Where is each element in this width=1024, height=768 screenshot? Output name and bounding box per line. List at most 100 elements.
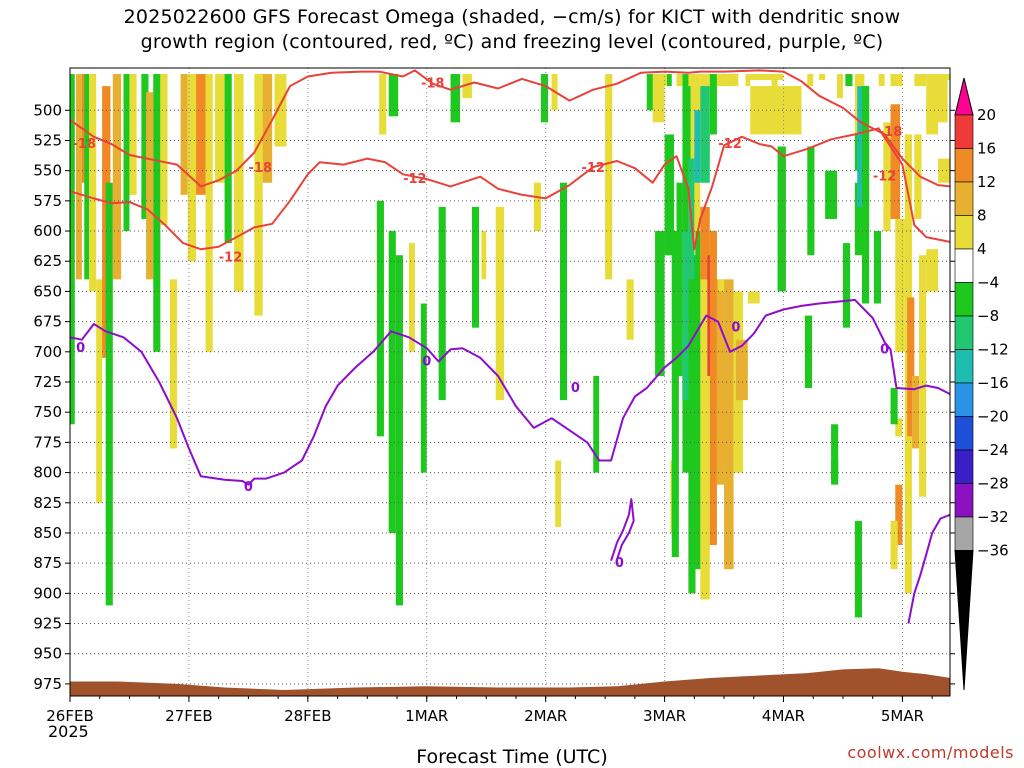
y-tick-label: 950 xyxy=(33,645,62,663)
y-tick-label: 625 xyxy=(33,252,62,270)
temp-contour-label: -18 xyxy=(421,77,445,92)
y-tick-label: 675 xyxy=(33,313,62,331)
colorbar-label: −20 xyxy=(977,408,1009,426)
colorbar-segment xyxy=(954,148,974,183)
x-tick-label: 27FEB xyxy=(165,707,212,725)
omega-cell xyxy=(700,110,710,183)
omega-cell xyxy=(688,255,696,594)
colorbar-label: −24 xyxy=(977,441,1009,459)
omega-cell xyxy=(169,279,178,449)
omega-cell xyxy=(730,74,736,87)
omega-cell xyxy=(605,74,613,280)
omega-cell xyxy=(724,279,734,570)
omega-cell xyxy=(462,74,472,99)
colorbar-bottom-arrow xyxy=(954,550,974,691)
colorbar-label: −8 xyxy=(977,307,999,325)
colorbar-segment xyxy=(954,282,974,317)
colorbar-top-arrow xyxy=(954,77,974,116)
omega-cell xyxy=(438,206,446,401)
colorbar-segment xyxy=(954,382,974,417)
freezing-contour-label: 0 xyxy=(244,480,253,495)
omega-cell xyxy=(540,74,549,123)
omega-cell xyxy=(274,74,287,147)
omega-cell xyxy=(907,297,915,437)
omega-cell xyxy=(709,74,717,135)
omega-cell xyxy=(450,74,461,123)
omega-cell xyxy=(777,146,786,292)
omega-cell xyxy=(395,255,403,606)
colorbar-segment xyxy=(954,516,974,551)
terrain-layer xyxy=(70,668,950,696)
colorbar-label: 8 xyxy=(977,207,987,225)
y-tick-label: 825 xyxy=(33,494,62,512)
y-tick-label: 750 xyxy=(33,403,62,421)
omega-cell xyxy=(676,74,683,87)
omega-cell xyxy=(926,98,939,135)
colorbar-label: −32 xyxy=(977,508,1009,526)
omega-cell xyxy=(376,200,384,437)
colorbar-segment xyxy=(954,215,974,250)
omega-cell xyxy=(747,74,784,81)
omega-cell xyxy=(890,74,903,87)
colorbar-label: −16 xyxy=(977,374,1009,392)
omega-cell xyxy=(807,74,814,87)
omega-cell xyxy=(146,92,154,280)
omega-cell xyxy=(559,182,568,401)
omega-cell xyxy=(471,206,480,328)
x-tick-label: 4MAR xyxy=(762,707,805,725)
omega-cell xyxy=(254,74,263,316)
x-axis-label: Forecast Time (UTC) xyxy=(416,746,608,768)
credit-link[interactable]: coolwx.com/models xyxy=(847,743,1014,762)
colorbar-label: −4 xyxy=(977,274,999,292)
omega-cell xyxy=(160,74,168,226)
y-tick-label: 725 xyxy=(33,373,62,391)
omega-cell xyxy=(234,74,244,292)
omega-cell xyxy=(926,249,939,292)
omega-cell xyxy=(890,520,898,570)
omega-cell xyxy=(700,86,710,111)
colorbar-label: −28 xyxy=(977,475,1009,493)
omega-cell xyxy=(716,74,725,87)
omega-cell xyxy=(750,86,802,135)
y-tick-label: 900 xyxy=(33,584,62,602)
temp-contour-label: -12 xyxy=(873,170,897,185)
omega-cell xyxy=(895,218,905,352)
colorbar: 20 16 12 8 4 −4 −8 −12 −16 −20 −24 −28 −32 −36 xyxy=(954,77,1009,691)
y-tick-label: 700 xyxy=(33,343,62,361)
omega-cell xyxy=(593,375,600,473)
omega-cell xyxy=(716,279,725,485)
omega-cell xyxy=(96,279,103,503)
grid-layer xyxy=(69,68,950,696)
colorbar-segment xyxy=(954,181,974,216)
omega-cell xyxy=(70,74,75,425)
omega-cell xyxy=(694,110,701,183)
temp-contour-label: -12 xyxy=(581,161,605,176)
temp-contour--12 xyxy=(70,127,950,251)
omega-cell xyxy=(862,86,870,304)
omega-cell xyxy=(555,460,562,527)
colorbar-segment xyxy=(954,114,974,149)
omega-cell xyxy=(664,231,671,256)
omega-cell xyxy=(735,339,748,401)
y-tick-label: 525 xyxy=(33,131,62,149)
y-tick-label: 875 xyxy=(33,554,62,572)
omega-cell xyxy=(854,182,867,256)
omega-cell xyxy=(842,243,851,328)
chart-title-line-2: growth region (contoured, red, ºC) and f… xyxy=(140,31,884,53)
omega-cell xyxy=(666,74,672,87)
y-tick-label: 500 xyxy=(33,101,62,119)
y-tick-label: 550 xyxy=(33,162,62,180)
omega-cell xyxy=(837,74,843,99)
freezing-level-contour xyxy=(70,298,950,486)
omega-cell xyxy=(890,104,901,219)
omega-cell xyxy=(379,74,387,135)
temp-contour-label: -18 xyxy=(249,161,273,176)
omega-shading-layer xyxy=(70,74,950,618)
omega-cell xyxy=(187,74,197,262)
omega-cell xyxy=(883,122,891,232)
x-tick-label: 5MAR xyxy=(881,707,924,725)
omega-cell xyxy=(819,74,826,81)
x-tick-label: 1MAR xyxy=(405,707,448,725)
omega-cell xyxy=(895,484,903,546)
